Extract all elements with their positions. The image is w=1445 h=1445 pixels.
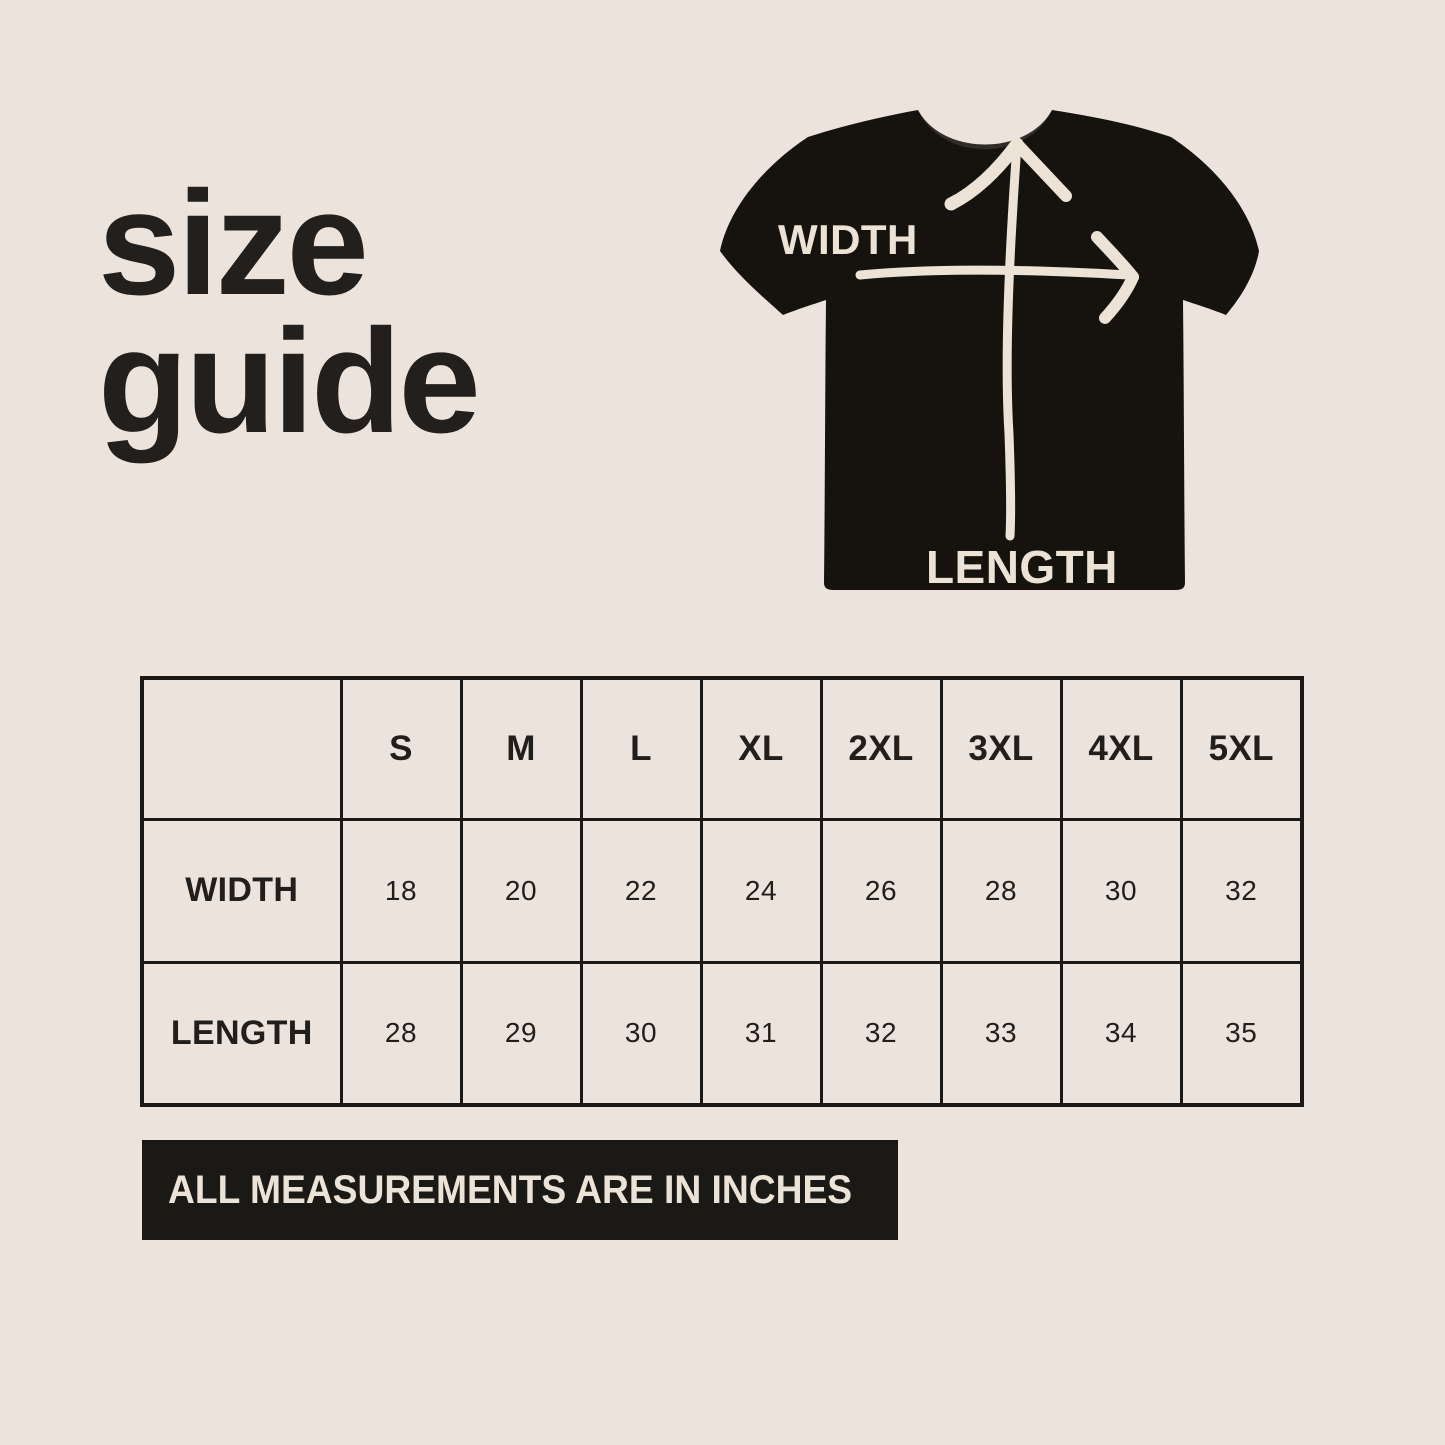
size-header-s: S <box>339 676 463 821</box>
size-table: S M L XL 2XL 3XL 4XL 5XL WIDTH 18 20 22 … <box>140 676 1304 1107</box>
length-value: 32 <box>819 960 943 1107</box>
size-table-header-row: S M L XL 2XL 3XL 4XL 5XL <box>140 676 1304 821</box>
length-value: 29 <box>459 960 583 1107</box>
width-value: 26 <box>819 817 943 964</box>
tshirt-illustration <box>720 110 1259 590</box>
width-value: 18 <box>339 817 463 964</box>
tshirt-collar <box>919 111 1051 150</box>
width-value: 20 <box>459 817 583 964</box>
length-value: 30 <box>579 960 703 1107</box>
width-arrow-label: WIDTH <box>778 216 918 263</box>
size-header-m: M <box>459 676 583 821</box>
size-header-2xl: 2XL <box>819 676 943 821</box>
width-row: WIDTH 18 20 22 24 26 28 30 32 <box>140 817 1304 964</box>
measurements-note-text: ALL MEASUREMENTS ARE IN INCHES <box>168 1167 853 1212</box>
length-value: 35 <box>1179 960 1304 1107</box>
width-value: 30 <box>1059 817 1183 964</box>
length-arrow-icon <box>944 137 1072 541</box>
size-header-xl: XL <box>699 676 823 821</box>
length-value: 33 <box>939 960 1063 1107</box>
width-value: 22 <box>579 817 703 964</box>
size-header-3xl: 3XL <box>939 676 1063 821</box>
length-value: 34 <box>1059 960 1183 1107</box>
length-value: 28 <box>339 960 463 1107</box>
tshirt-silhouette <box>720 110 1259 590</box>
length-row-label: LENGTH <box>140 960 343 1107</box>
page-title: size guide <box>98 161 481 464</box>
width-value: 28 <box>939 817 1063 964</box>
size-header-4xl: 4XL <box>1059 676 1183 821</box>
length-row: LENGTH 28 29 30 31 32 33 34 35 <box>140 960 1304 1107</box>
width-arrow-icon <box>855 231 1139 324</box>
page-title-line-1: size <box>98 161 369 326</box>
page-title-line-2: guide <box>98 298 481 464</box>
corner-cell <box>140 676 343 821</box>
measurements-note-bar: ALL MEASUREMENTS ARE IN INCHES <box>142 1140 898 1240</box>
width-value: 32 <box>1179 817 1304 964</box>
width-value: 24 <box>699 817 823 964</box>
width-row-label: WIDTH <box>140 817 343 964</box>
size-header-l: L <box>579 676 703 821</box>
size-header-5xl: 5XL <box>1179 676 1304 821</box>
tshirt-diagram: WIDTH LENGTH <box>705 104 1265 596</box>
length-value: 31 <box>699 960 823 1107</box>
length-arrow-label: LENGTH <box>926 541 1118 593</box>
